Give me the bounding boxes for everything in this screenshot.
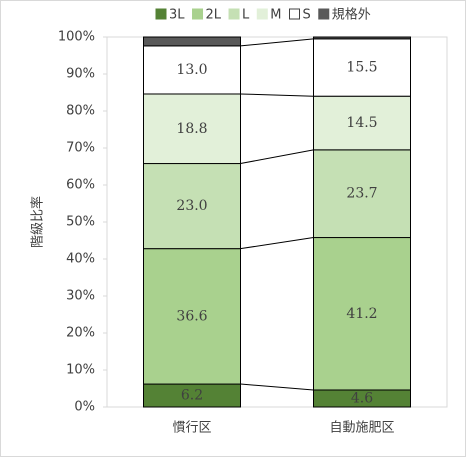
bar-segment bbox=[313, 149, 411, 239]
y-tick-label: 30% bbox=[66, 289, 95, 304]
legend-label: 規格外 bbox=[332, 7, 371, 23]
x-tick-label: 自動施肥区 bbox=[329, 421, 394, 436]
legend-swatch bbox=[192, 8, 204, 20]
data-label: 23.0 bbox=[176, 198, 207, 214]
y-tick-label: 100% bbox=[58, 30, 95, 45]
x-tick-label: 慣行区 bbox=[172, 420, 211, 436]
legend-swatch bbox=[228, 8, 240, 20]
legend-label: M bbox=[270, 8, 281, 23]
bar-segment bbox=[143, 163, 241, 250]
data-label: 13.0 bbox=[176, 62, 207, 78]
data-label: 4.6 bbox=[351, 390, 373, 406]
y-tick-label: 10% bbox=[66, 363, 95, 378]
y-tick-label: 60% bbox=[66, 178, 95, 193]
data-label: 36.6 bbox=[176, 308, 207, 324]
legend-swatch bbox=[256, 8, 268, 20]
connector-line bbox=[240, 383, 314, 391]
legend-swatch bbox=[318, 8, 330, 20]
legend-label: 3L bbox=[169, 8, 185, 23]
y-tick-label: 50% bbox=[66, 215, 95, 230]
data-label: 18.8 bbox=[176, 121, 207, 137]
y-tick-label: 90% bbox=[66, 67, 95, 82]
connector-line bbox=[240, 149, 314, 165]
bar-segment bbox=[143, 36, 241, 47]
legend-swatch bbox=[289, 8, 300, 20]
y-tick-label: 0% bbox=[74, 400, 95, 415]
bar-segment bbox=[143, 248, 241, 385]
connector-line bbox=[240, 38, 314, 47]
bar-segment bbox=[143, 93, 241, 165]
legend-label: 2L bbox=[206, 8, 222, 23]
bar-segment bbox=[313, 36, 411, 40]
y-tick-label: 40% bbox=[66, 252, 95, 267]
bar-segment bbox=[313, 237, 411, 391]
connector-line bbox=[240, 237, 314, 250]
data-label: 6.2 bbox=[181, 388, 203, 404]
connector-line bbox=[240, 93, 314, 97]
legend-label: L bbox=[242, 8, 250, 23]
legend-swatch bbox=[155, 8, 167, 20]
data-label: 14.5 bbox=[346, 115, 377, 131]
legend-label: S bbox=[303, 8, 311, 23]
y-axis-label: 階級比率 bbox=[30, 196, 46, 248]
y-tick-label: 20% bbox=[66, 326, 95, 341]
data-label: 41.2 bbox=[346, 306, 377, 322]
bar-segment bbox=[313, 95, 411, 151]
bar-segment bbox=[313, 38, 411, 97]
y-tick-label: 80% bbox=[66, 104, 95, 119]
data-label: 23.7 bbox=[346, 186, 377, 202]
data-label: 15.5 bbox=[346, 60, 377, 76]
y-tick-label: 70% bbox=[66, 141, 95, 156]
